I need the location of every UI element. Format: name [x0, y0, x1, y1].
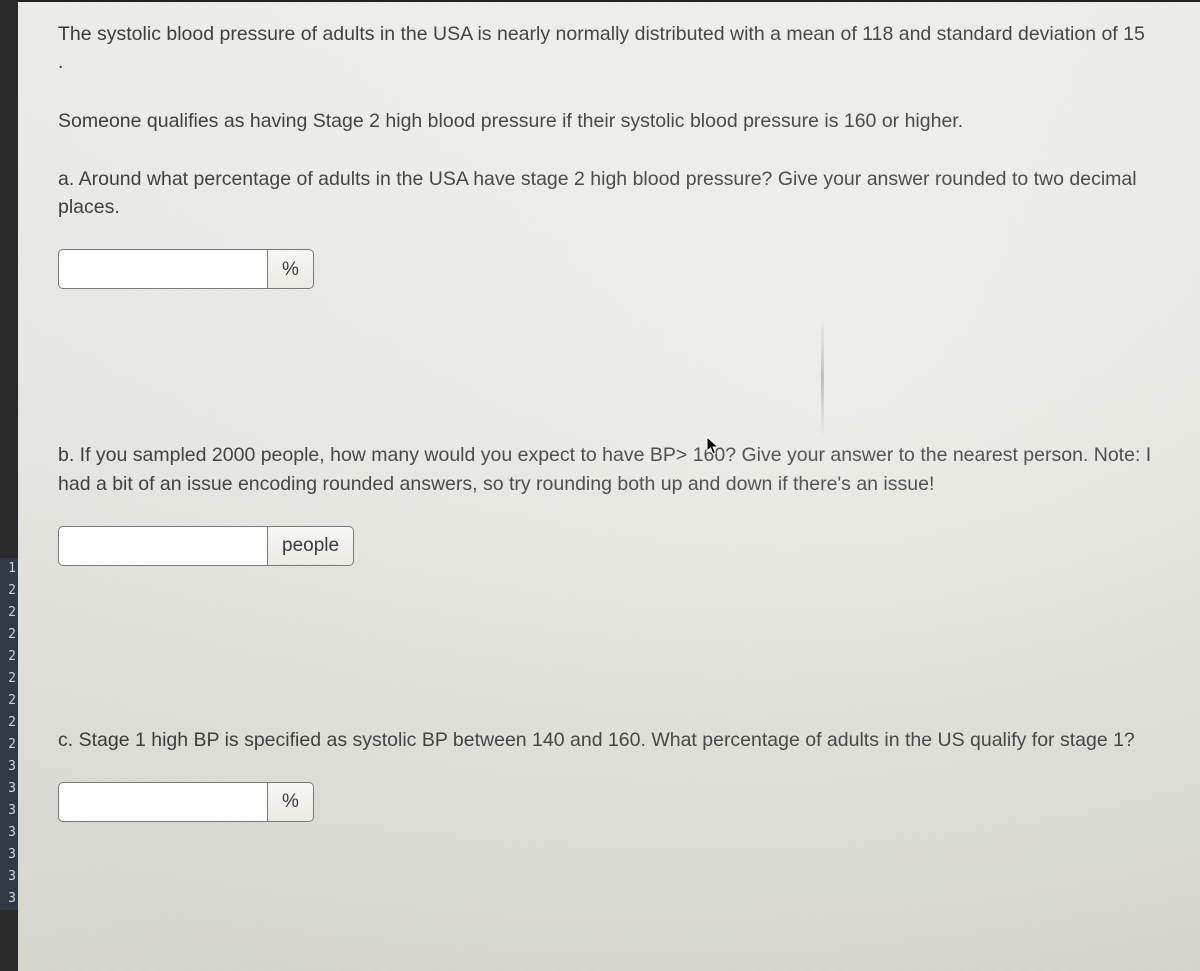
answer-c-input[interactable] [58, 782, 268, 822]
answer-c-unit: % [268, 782, 314, 822]
answer-c-row: % [58, 782, 1152, 822]
question-b-text: b. If you sampled 2000 people, how many … [58, 441, 1152, 498]
line-number: 2 [0, 734, 16, 756]
line-number: 2 [0, 646, 16, 668]
mouse-cursor-icon [706, 436, 720, 456]
line-number: 2 [0, 668, 16, 690]
answer-a-unit: % [268, 249, 314, 289]
answer-a-input[interactable] [58, 249, 268, 289]
line-number: 3 [0, 866, 16, 888]
answer-b-input[interactable] [58, 526, 268, 566]
line-number: 3 [0, 844, 16, 866]
intro-paragraph-2: Someone qualifies as having Stage 2 high… [58, 107, 1152, 135]
line-number: 3 [0, 756, 16, 778]
line-number: 3 [0, 778, 16, 800]
line-number: 3 [0, 822, 16, 844]
text-cursor-artifact [821, 318, 824, 438]
line-number: 2 [0, 602, 16, 624]
answer-b-unit: people [268, 526, 354, 566]
line-number: 3 [0, 800, 16, 822]
answer-b-row: people [58, 526, 1152, 566]
line-number: 2 [0, 580, 16, 602]
answer-a-row: % [58, 249, 1152, 289]
line-number: 1 [0, 558, 16, 580]
question-a-text: a. Around what percentage of adults in t… [58, 165, 1152, 222]
intro-paragraph-1: The systolic blood pressure of adults in… [58, 20, 1152, 77]
question-panel: The systolic blood pressure of adults in… [18, 0, 1200, 971]
line-number: 2 [0, 624, 16, 646]
line-number-gutter: 1222222223333333 [0, 558, 18, 910]
line-number: 2 [0, 690, 16, 712]
line-number: 2 [0, 712, 16, 734]
line-number: 3 [0, 888, 16, 910]
question-c-text: c. Stage 1 high BP is specified as systo… [58, 726, 1152, 754]
